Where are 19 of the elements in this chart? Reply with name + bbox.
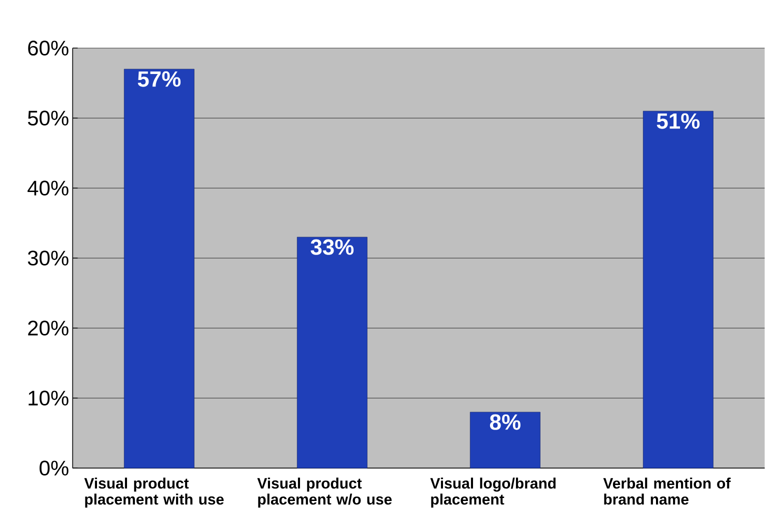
bar bbox=[124, 68, 194, 468]
y-tick-label: 40% bbox=[28, 180, 68, 196]
y-tick-label: 20% bbox=[28, 320, 68, 336]
y-tick-label: 0% bbox=[40, 460, 68, 476]
bar bbox=[296, 236, 368, 468]
bar bbox=[642, 110, 714, 468]
y-tick-label: 60% bbox=[28, 40, 68, 56]
data-label: 57% bbox=[138, 71, 181, 87]
x-tick-label: Visual logo/brand placement bbox=[430, 478, 556, 508]
x-tick-label: Visual product placement with use bbox=[84, 478, 224, 508]
bar bbox=[470, 412, 540, 468]
data-label: 8% bbox=[490, 414, 520, 430]
data-label: 51% bbox=[656, 113, 700, 129]
data-label: 33% bbox=[310, 239, 354, 255]
y-tick-label: 30% bbox=[28, 250, 68, 266]
x-tick-label: Verbal mention of brand name bbox=[603, 478, 731, 505]
y-tick-label: 10% bbox=[28, 390, 68, 406]
y-tick-label: 50% bbox=[28, 110, 68, 126]
x-tick-label: Visual product placement w/o use bbox=[257, 478, 392, 508]
